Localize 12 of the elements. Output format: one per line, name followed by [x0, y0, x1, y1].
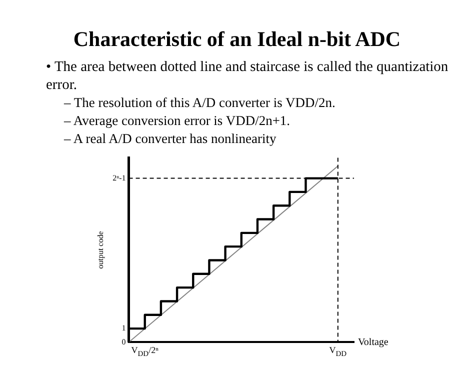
text: – The resolution of this A/D converter is VDD/2n.: [62, 94, 336, 112]
text: – Average conversion error is VDD/2n+1.: [62, 112, 292, 130]
x-tick-label: V$_{DD}$/2ⁿ: [131, 345, 158, 359]
x-axis-title: Voltage: [358, 336, 389, 348]
text: – A real A/D converter has nonlinearity: [62, 130, 278, 148]
x-tick-label: V$_{DD}$: [329, 345, 347, 359]
chart-title: Characteristic of an Ideal n-bit ADC: [72, 27, 402, 52]
text: • The area between dotted line and staircase is called the quantization error.: [46, 58, 450, 94]
y-axis-title: output code: [96, 230, 105, 269]
y-tick-label: 1: [122, 324, 126, 333]
y-tick-label: 0: [122, 337, 126, 346]
y-tick-label: 2ⁿ-1: [112, 173, 126, 182]
